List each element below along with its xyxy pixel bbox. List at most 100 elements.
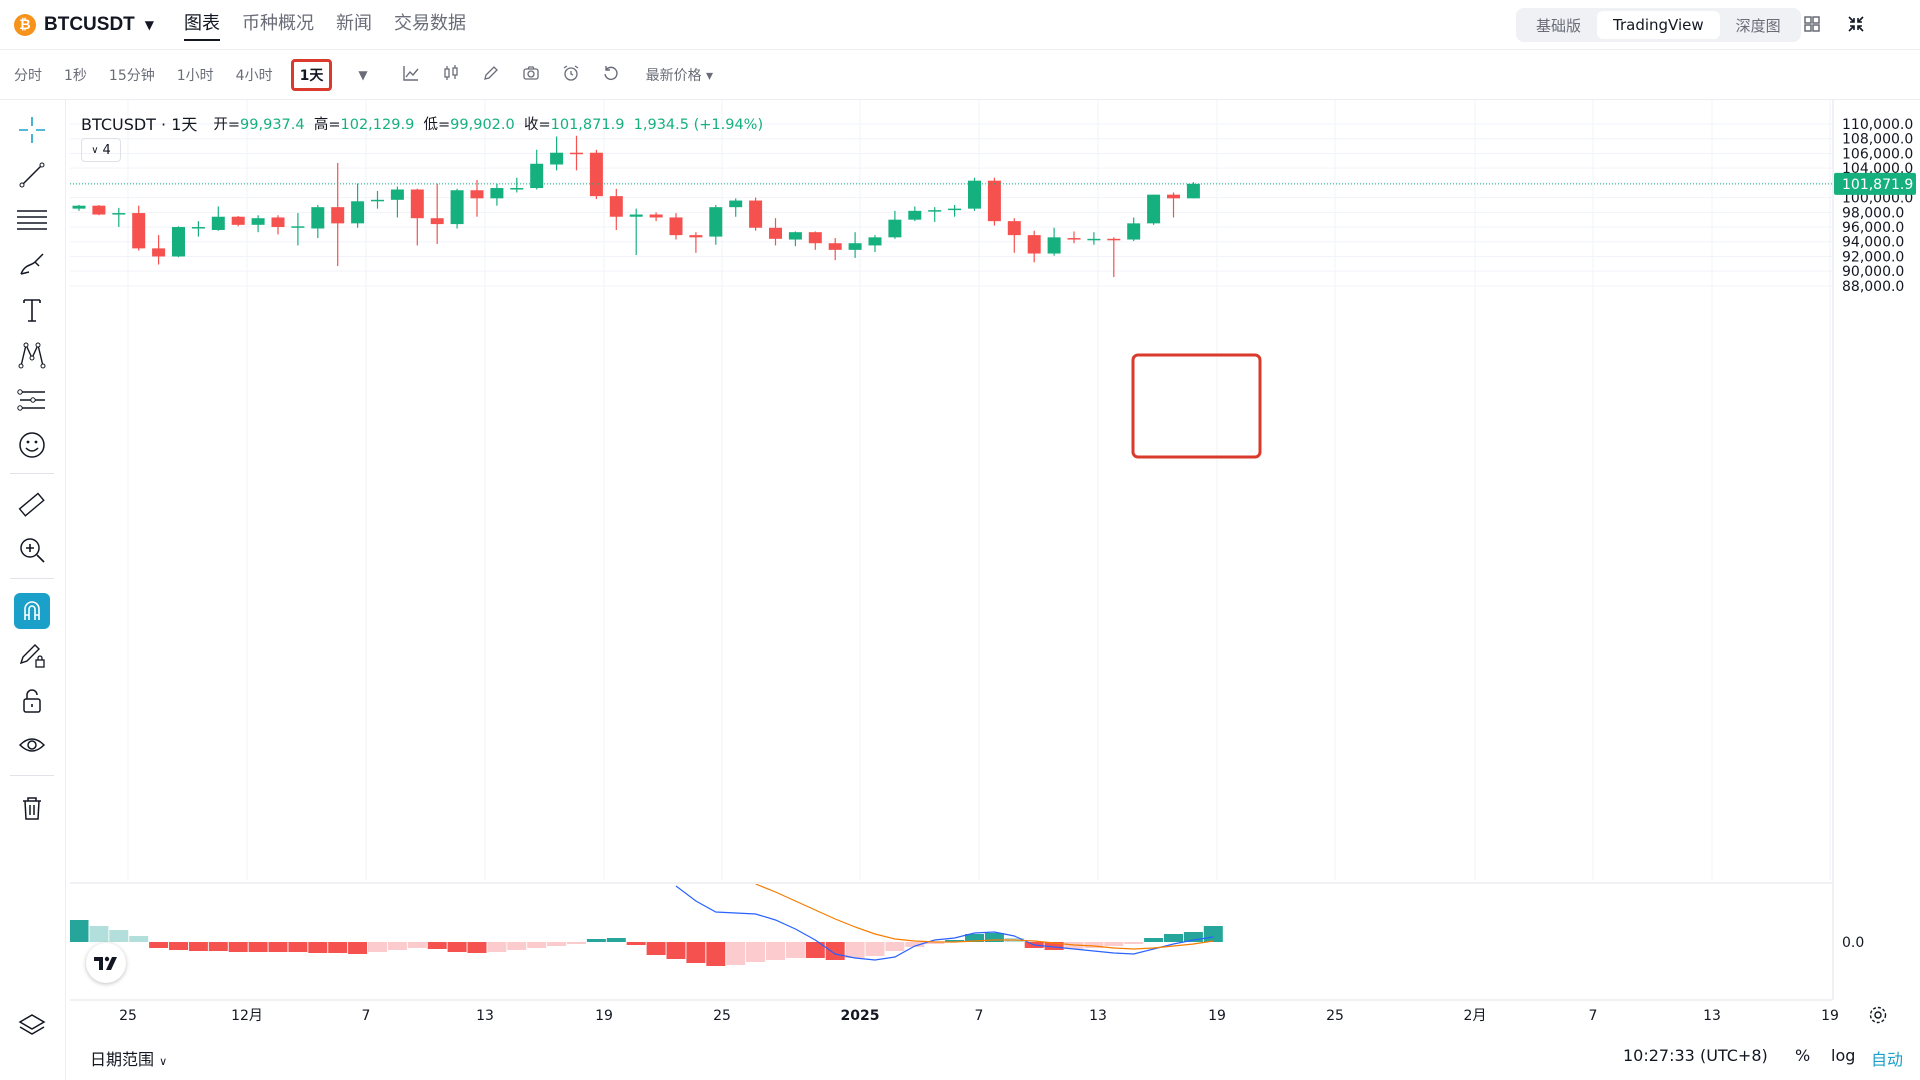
candle-body: [430, 218, 444, 225]
log-scale-toggle[interactable]: log: [1831, 1046, 1856, 1065]
percent-scale-toggle[interactable]: %: [1795, 1046, 1811, 1065]
view-mode-depth[interactable]: 深度图: [1735, 16, 1781, 35]
macd-histogram-bar: [1144, 938, 1164, 942]
candle: [629, 208, 643, 255]
macd-histogram-bar: [1104, 942, 1124, 946]
text-icon[interactable]: [14, 292, 50, 328]
camera-icon[interactable]: [522, 64, 540, 86]
macd-histogram-bar: [845, 942, 865, 958]
symbol-selector[interactable]: ₿ BTCUSDT ▼: [14, 13, 155, 36]
price-source-select[interactable]: 最新价格 ▾: [645, 67, 714, 84]
price-axis-label: 92,000.0: [1842, 249, 1904, 265]
draw-lock-icon[interactable]: [14, 638, 50, 674]
pattern-icon[interactable]: [14, 337, 50, 373]
trash-icon[interactable]: [14, 790, 50, 826]
replay-icon[interactable]: [602, 64, 620, 86]
candle: [410, 188, 424, 246]
candle: [908, 206, 922, 222]
collapse-count: 4: [102, 142, 111, 158]
toolbar-divider: [10, 775, 54, 776]
timeframe-line[interactable]: 分时: [14, 67, 42, 84]
candle: [271, 215, 285, 235]
indicators-icon[interactable]: [402, 64, 420, 86]
unlock-icon[interactable]: [14, 683, 50, 719]
nav-tab-trading-data[interactable]: 交易数据: [394, 12, 467, 34]
nav-tab-coin-overview[interactable]: 币种概况: [242, 12, 315, 34]
candle: [152, 235, 166, 265]
candle: [848, 232, 862, 258]
price-chart[interactable]: 110,000.0108,000.0106,000.0104,000.0100,…: [0, 100, 1920, 1040]
brush-icon[interactable]: [14, 247, 50, 283]
layout-grid-icon[interactable]: [1802, 15, 1822, 35]
macd-histogram-bar: [467, 942, 487, 953]
timeframe-1s[interactable]: 1秒: [64, 67, 87, 84]
time-axis-label: 7: [1589, 1008, 1598, 1024]
price-axis-label: 90,000.0: [1842, 264, 1904, 280]
candle: [510, 177, 524, 193]
current-price-label: 101,871.9: [1842, 177, 1913, 193]
more-timeframes-icon[interactable]: ▼: [358, 67, 368, 82]
price-axis-label: 88,000.0: [1842, 279, 1904, 295]
candle-body: [390, 189, 404, 200]
candle-body: [669, 217, 683, 236]
candle: [749, 197, 763, 231]
legend-low-label: 低=: [423, 116, 451, 133]
timeframe-1h[interactable]: 1小时: [176, 67, 214, 84]
date-range-button[interactable]: 日期范围 ∨: [90, 1046, 167, 1070]
zoom-in-icon[interactable]: [14, 532, 50, 568]
macd-histogram-bar: [984, 933, 1004, 942]
auto-scale-toggle[interactable]: 自动: [1871, 1050, 1904, 1069]
eye-icon[interactable]: [14, 728, 50, 764]
pencil-icon[interactable]: [482, 64, 500, 86]
time-axis-label: 25: [119, 1008, 137, 1024]
clock-readout[interactable]: 10:27:33 (UTC+8): [1623, 1046, 1768, 1065]
time-axis-label: 19: [1821, 1008, 1839, 1024]
candle-body: [112, 213, 126, 215]
candle-body: [729, 200, 743, 208]
magnet-icon[interactable]: [14, 593, 50, 629]
macd-histogram-bar: [606, 938, 626, 942]
horizontal-lines-icon[interactable]: [14, 202, 50, 238]
layers-icon[interactable]: [14, 1008, 50, 1044]
candle-body: [351, 201, 365, 224]
macd-histogram-bar: [666, 942, 686, 959]
trend-line-icon[interactable]: [14, 157, 50, 193]
candle-body: [1007, 221, 1021, 236]
symbol-name[interactable]: BTCUSDT: [44, 13, 135, 35]
macd-pane: [70, 884, 1223, 966]
candle-body: [1027, 235, 1041, 254]
settings-gear-icon[interactable]: [1868, 1005, 1888, 1029]
caret-down-icon[interactable]: ▼: [144, 17, 155, 32]
legend-change: 1,934.5 (+1.94%): [633, 116, 764, 133]
candle-body: [92, 205, 106, 215]
candle-body: [1127, 223, 1141, 240]
fullscreen-collapse-icon[interactable]: [1846, 15, 1866, 35]
legend-collapse-button[interactable]: ∨ 4: [81, 138, 121, 162]
nav-tab-news[interactable]: 新闻: [336, 12, 373, 34]
candle: [1047, 227, 1061, 256]
candle-body: [828, 243, 842, 250]
macd-histogram-bar: [248, 942, 268, 952]
view-mode-tradingview[interactable]: TradingView: [1597, 11, 1720, 39]
legend-open: 99,937.4: [240, 116, 305, 133]
macd-histogram-bar: [109, 930, 129, 942]
emoji-icon[interactable]: [14, 427, 50, 463]
timeframe-1d[interactable]: 1天: [290, 58, 333, 91]
prediction-icon[interactable]: [14, 382, 50, 418]
candle-body: [550, 152, 564, 165]
timeframe-4h[interactable]: 4小时: [235, 67, 273, 84]
macd-histogram-bar: [706, 942, 726, 966]
view-mode-basic[interactable]: 基础版: [1536, 16, 1582, 35]
nav-tab-chart[interactable]: 图表: [184, 9, 221, 41]
timeframe-15m[interactable]: 15分钟: [108, 67, 155, 84]
candle: [550, 136, 564, 171]
macd-histogram-bar: [89, 926, 109, 942]
alarm-icon[interactable]: [562, 64, 580, 86]
candle-body: [868, 237, 882, 246]
crosshair-icon[interactable]: [14, 112, 50, 148]
ruler-icon[interactable]: [14, 487, 50, 523]
time-axis-label: 13: [1703, 1008, 1721, 1024]
tradingview-logo-icon[interactable]: [86, 943, 126, 983]
candle-type-icon[interactable]: [442, 64, 460, 86]
candle: [470, 179, 484, 217]
